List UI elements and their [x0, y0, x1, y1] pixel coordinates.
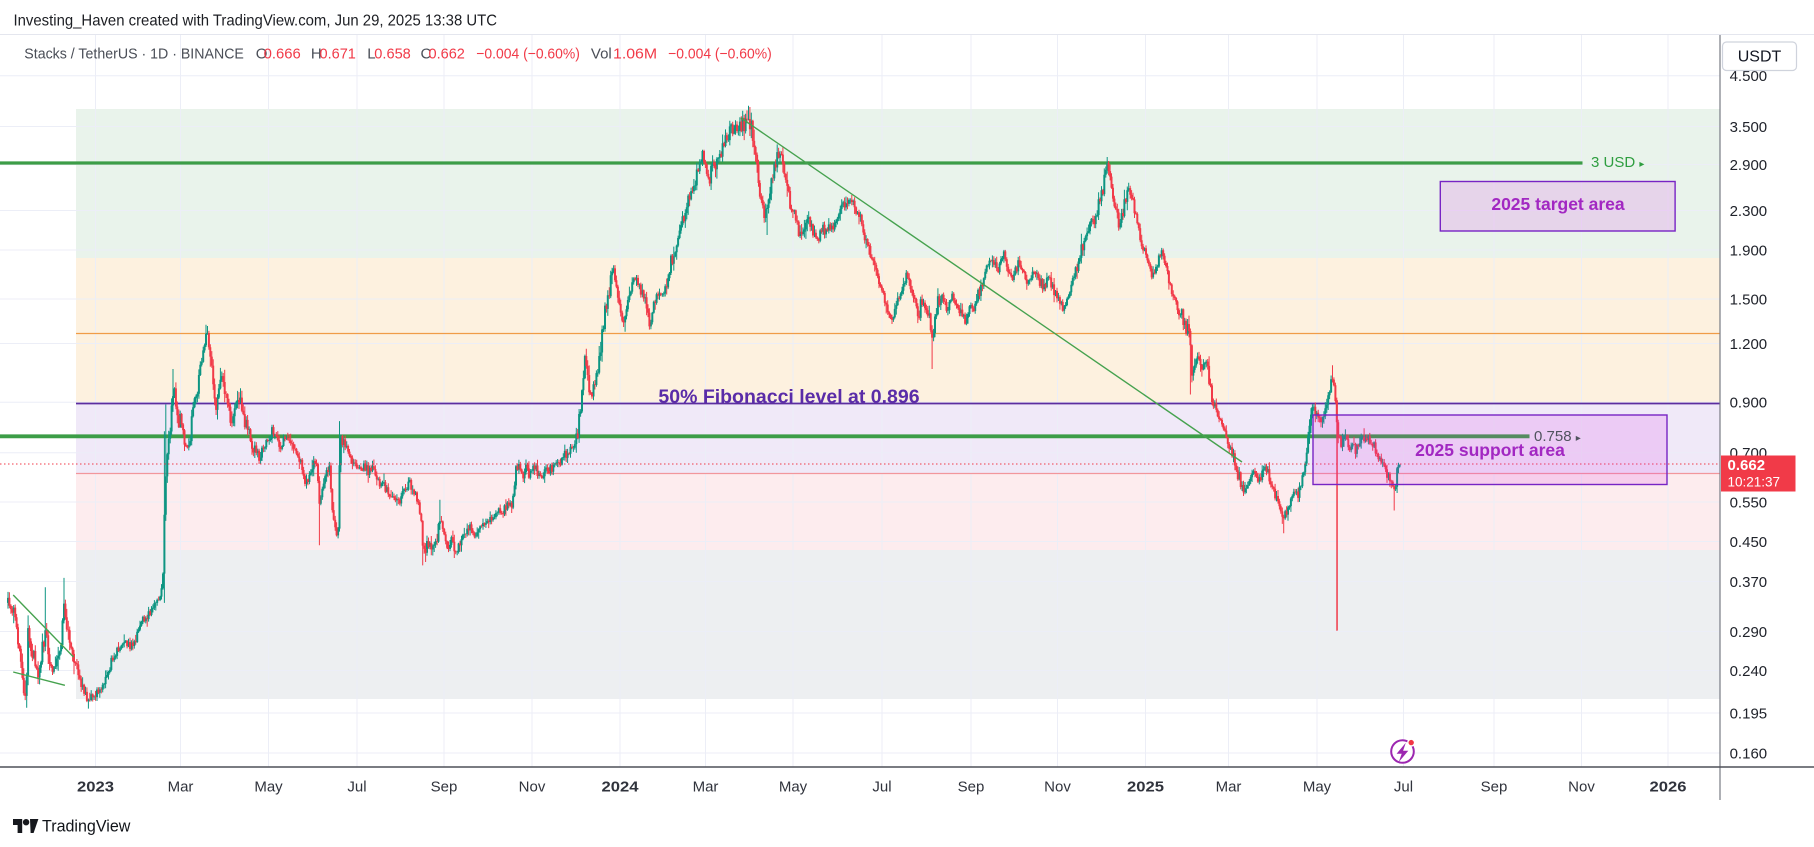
svg-text:1.200: 1.200 — [1730, 336, 1768, 353]
svg-text:2024: 2024 — [602, 778, 640, 795]
svg-text:10:21:37: 10:21:37 — [1728, 475, 1781, 490]
svg-text:H: H — [311, 45, 322, 62]
svg-text:0.160: 0.160 — [1730, 745, 1768, 762]
svg-text:0.758 ▸: 0.758 ▸ — [1534, 428, 1581, 445]
svg-text:Stacks / TetherUS · 1D · BINAN: Stacks / TetherUS · 1D · BINANCE — [24, 45, 244, 62]
svg-text:50% Fibonacci level at 0.896: 50% Fibonacci level at 0.896 — [658, 386, 919, 408]
svg-text:0.658: 0.658 — [374, 45, 411, 62]
svg-text:4.500: 4.500 — [1730, 68, 1768, 85]
svg-text:Mar: Mar — [1216, 778, 1242, 795]
svg-text:Sep: Sep — [431, 778, 458, 795]
svg-text:1.900: 1.900 — [1730, 242, 1768, 259]
svg-text:0.662: 0.662 — [429, 45, 465, 62]
svg-text:Sep: Sep — [1481, 778, 1508, 795]
svg-text:Jul: Jul — [347, 778, 366, 795]
svg-text:−0.004 (−0.60%): −0.004 (−0.60%) — [476, 45, 580, 62]
svg-text:L: L — [367, 45, 375, 62]
svg-text:1.500: 1.500 — [1730, 291, 1768, 308]
svg-text:2.900: 2.900 — [1730, 157, 1768, 174]
svg-text:0.900: 0.900 — [1730, 395, 1768, 412]
svg-text:Jul: Jul — [872, 778, 891, 795]
svg-text:0.240: 0.240 — [1730, 663, 1768, 680]
svg-text:Vol: Vol — [591, 45, 612, 62]
svg-text:0.370: 0.370 — [1730, 574, 1768, 591]
svg-text:0.550: 0.550 — [1730, 494, 1768, 511]
svg-text:−0.004 (−0.60%): −0.004 (−0.60%) — [668, 45, 772, 62]
svg-text:2026: 2026 — [1650, 778, 1687, 795]
svg-text:2023: 2023 — [77, 778, 114, 795]
svg-text:0.290: 0.290 — [1730, 624, 1768, 641]
svg-text:Nov: Nov — [519, 778, 546, 795]
svg-text:Jul: Jul — [1394, 778, 1413, 795]
svg-text:USDT: USDT — [1738, 49, 1782, 66]
svg-text:3 USD ▸: 3 USD ▸ — [1591, 154, 1644, 171]
svg-text:Investing_Haven created with T: Investing_Haven created with TradingView… — [14, 13, 498, 30]
svg-text:2.300: 2.300 — [1730, 203, 1768, 220]
svg-text:Mar: Mar — [693, 778, 719, 795]
svg-text:2025: 2025 — [1127, 778, 1164, 795]
svg-text:0.662: 0.662 — [1728, 457, 1766, 474]
svg-text:0.195: 0.195 — [1730, 705, 1768, 722]
svg-text:Nov: Nov — [1568, 778, 1595, 795]
svg-text:Sep: Sep — [958, 778, 985, 795]
svg-text:0.450: 0.450 — [1730, 534, 1768, 551]
svg-text:O: O — [256, 45, 268, 62]
svg-text:0.671: 0.671 — [320, 45, 356, 62]
svg-text:2025 support area: 2025 support area — [1415, 440, 1565, 460]
svg-text:2025 target area: 2025 target area — [1491, 194, 1625, 214]
svg-text:0.666: 0.666 — [264, 45, 301, 62]
svg-text:1.06M: 1.06M — [613, 45, 657, 62]
svg-text:May: May — [1303, 778, 1332, 795]
svg-text:Nov: Nov — [1044, 778, 1071, 795]
svg-text:3.500: 3.500 — [1730, 119, 1768, 136]
svg-text:TradingView: TradingView — [42, 817, 131, 836]
svg-text:C: C — [421, 45, 432, 62]
svg-text:May: May — [779, 778, 808, 795]
svg-text:May: May — [254, 778, 283, 795]
svg-text:Mar: Mar — [168, 778, 194, 795]
